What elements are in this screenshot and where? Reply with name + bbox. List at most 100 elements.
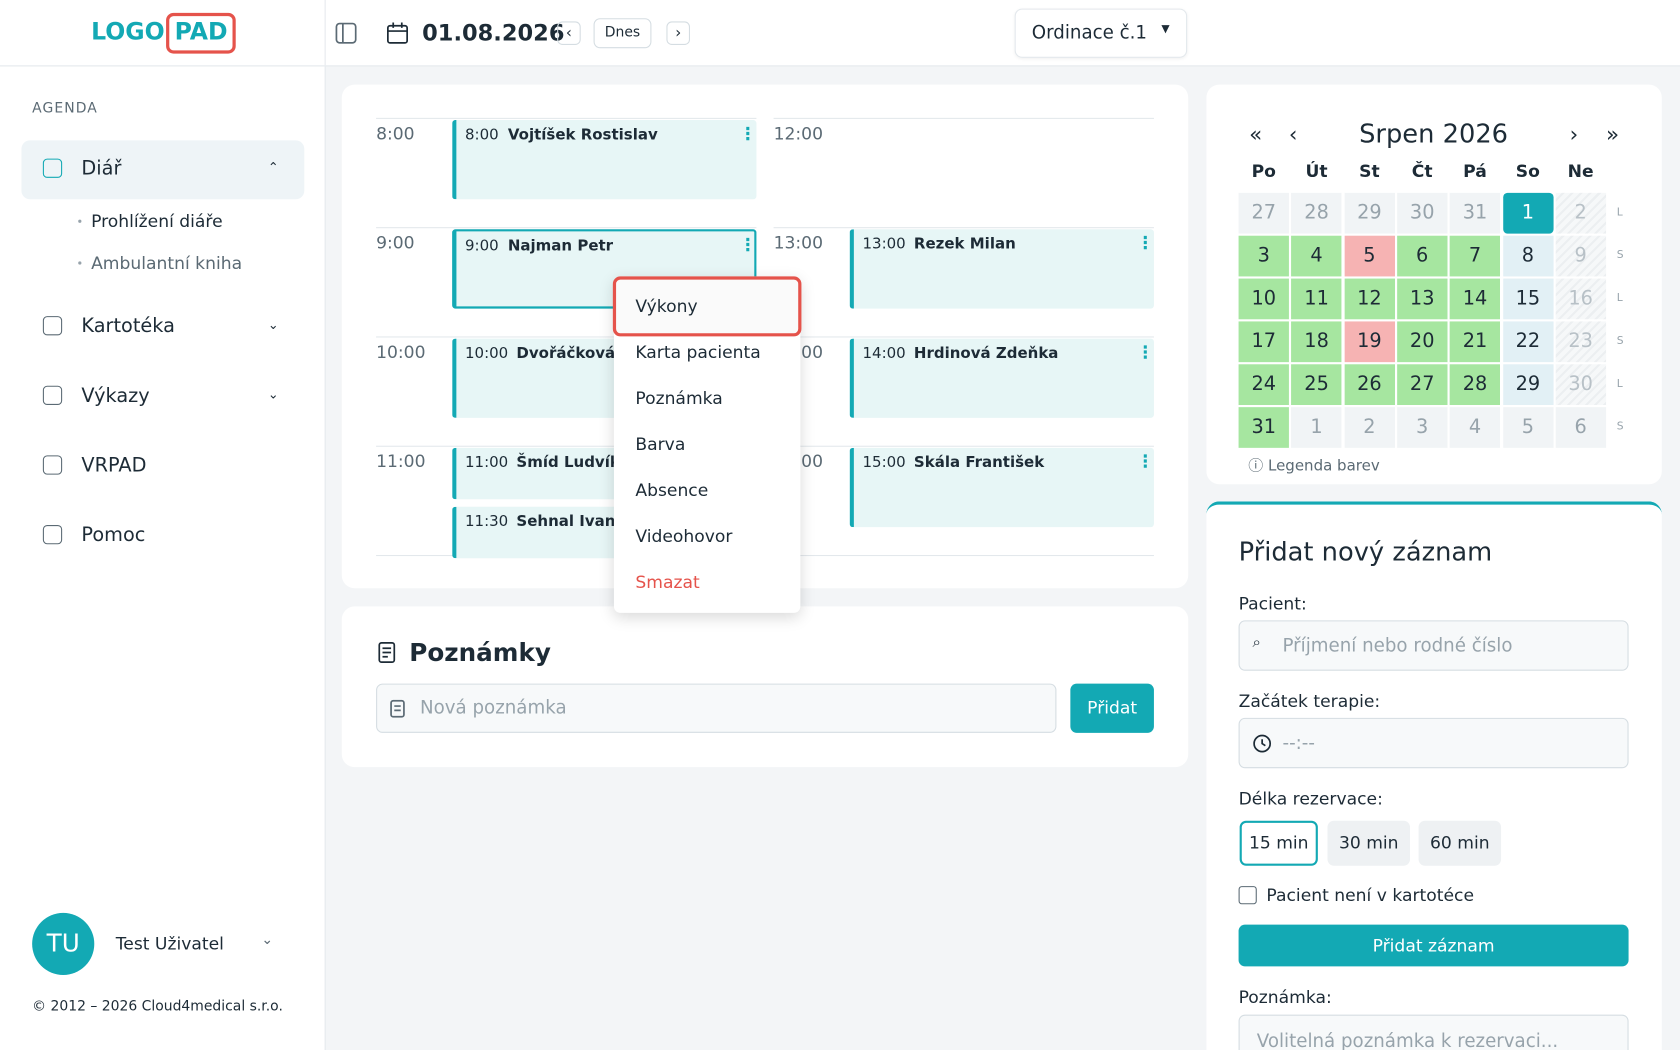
note-input[interactable]: Volitelná poznámka k rezervaci... <box>1238 1014 1629 1050</box>
weekday: Po <box>1251 160 1276 182</box>
menu-icon[interactable] <box>42 525 63 545</box>
notes-input[interactable]: Nová poznámka <box>376 683 1057 733</box>
notes-add[interactable]: Přidat <box>1070 683 1154 733</box>
calendar-day[interactable]: 31 <box>1238 407 1289 448</box>
menu-chevron[interactable]: ⌄ <box>267 386 279 402</box>
calendar-day[interactable]: 26 <box>1344 364 1395 406</box>
calendar-day[interactable]: 28 <box>1449 364 1501 406</box>
calendar-day[interactable]: 15 <box>1502 278 1554 320</box>
calendar-day[interactable]: 3 <box>1397 407 1448 448</box>
appointment-time: 8:00 <box>465 126 499 144</box>
menu-item[interactable]: Kartotéka <box>81 315 175 338</box>
menu-item[interactable]: VRPAD <box>81 454 147 477</box>
submenu-item[interactable]: Prohlížení diáře <box>91 211 223 232</box>
calendar-day[interactable]: 31 <box>1449 192 1501 234</box>
calendar-day[interactable]: 29 <box>1502 364 1554 406</box>
calendar-day[interactable]: 18 <box>1291 321 1342 363</box>
calendar-day[interactable]: 4 <box>1291 235 1342 277</box>
user-name[interactable]: Test Uživatel <box>115 933 224 954</box>
calendar-nav[interactable]: « <box>1249 121 1263 147</box>
appointment-menu[interactable]: ⋮ <box>739 123 757 144</box>
sidebar-toggle-icon[interactable] <box>335 22 357 44</box>
calendar-day[interactable]: 6 <box>1397 235 1448 277</box>
menu-item[interactable]: Pomoc <box>81 523 146 547</box>
menu-option[interactable]: Karta pacienta <box>635 341 761 363</box>
appointment[interactable]: 15:00 Skála František ⋮ <box>849 447 1154 528</box>
submenu-item[interactable]: Ambulantní kniha <box>91 252 243 274</box>
calendar-day[interactable]: 21 <box>1449 321 1501 363</box>
calendar-day[interactable]: 16 <box>1555 278 1606 320</box>
legend[interactable]: ⓘ Legenda barev <box>1248 457 1380 475</box>
menu-icon[interactable] <box>42 385 63 406</box>
duration-option[interactable]: 60 min <box>1418 820 1502 866</box>
office-select[interactable]: Ordinace č.1 ▼ <box>1014 8 1188 58</box>
calendar-day[interactable]: 5 <box>1344 235 1395 277</box>
calendar-day[interactable]: 10 <box>1238 278 1289 320</box>
calendar-nav[interactable]: › <box>1569 121 1579 147</box>
appointment-menu[interactable]: ⋮ <box>1136 341 1154 363</box>
calendar-nav[interactable]: » <box>1605 121 1620 147</box>
appointment-menu[interactable]: ⋮ <box>739 234 757 256</box>
calendar-nav[interactable]: ‹ <box>1288 121 1298 147</box>
calendar-day[interactable]: 6 <box>1555 407 1606 448</box>
checkbox[interactable] <box>1238 886 1257 905</box>
calendar-day[interactable]: 2 <box>1555 192 1606 234</box>
calendar-day[interactable]: 7 <box>1449 235 1501 277</box>
calendar-day[interactable]: 12 <box>1344 278 1395 320</box>
calendar-day[interactable]: 8 <box>1502 235 1554 277</box>
submit[interactable]: Přidat záznam <box>1238 924 1629 967</box>
calendar-day[interactable]: 20 <box>1397 321 1448 363</box>
next-day[interactable]: › <box>666 21 691 46</box>
calendar-day[interactable]: 27 <box>1238 192 1289 234</box>
appointment-menu[interactable]: ⋮ <box>1136 232 1154 253</box>
calendar-day[interactable]: 22 <box>1502 321 1554 363</box>
start-input[interactable]: --:-- <box>1238 717 1629 769</box>
menu-icon[interactable] <box>42 158 63 178</box>
menu-option[interactable]: Výkony <box>635 295 698 317</box>
duration-option[interactable]: 15 min <box>1239 820 1318 866</box>
calendar-day[interactable]: 17 <box>1238 321 1289 363</box>
appointment[interactable]: 13:00 Rezek Milan ⋮ <box>849 229 1154 309</box>
menu-icon[interactable] <box>42 455 63 475</box>
calendar-day[interactable]: 14 <box>1449 278 1501 320</box>
calendar-day[interactable]: 1 <box>1502 192 1554 234</box>
calendar-day[interactable]: 29 <box>1344 192 1395 234</box>
appointment[interactable]: 14:00 Hrdinová Zdeňka ⋮ <box>849 338 1154 418</box>
calendar-day[interactable]: 1 <box>1291 407 1342 448</box>
calendar-day[interactable]: 3 <box>1238 235 1289 277</box>
patient-input[interactable]: ⌕ Příjmení nebo rodné číslo <box>1238 620 1629 671</box>
calendar-day[interactable]: 30 <box>1555 364 1606 406</box>
menu-option[interactable]: Poznámka <box>635 387 723 409</box>
calendar-day[interactable]: 5 <box>1502 407 1554 448</box>
menu-option[interactable]: Videohovor <box>635 526 733 547</box>
duration-option[interactable]: 30 min <box>1327 820 1411 866</box>
appointment-menu[interactable]: ⋮ <box>1136 451 1154 472</box>
menu-chevron[interactable]: ⌃ <box>267 159 279 175</box>
menu-icon[interactable] <box>42 316 63 336</box>
menu-option[interactable]: Barva <box>635 433 686 455</box>
menu-chevron[interactable]: ⌄ <box>267 317 279 333</box>
menu-option[interactable]: Smazat <box>635 572 700 593</box>
calendar-day[interactable]: 27 <box>1397 364 1448 406</box>
calendar-day[interactable]: 13 <box>1397 278 1448 320</box>
appointment[interactable]: 8:00 Vojtíšek Rostislav ⋮ <box>452 120 757 200</box>
calendar-day[interactable]: 4 <box>1449 407 1501 448</box>
checkbox-label[interactable]: Pacient není v kartotéce <box>1266 885 1474 906</box>
calendar-day[interactable]: 11 <box>1291 278 1342 320</box>
hour-line <box>376 117 757 119</box>
calendar-day[interactable]: 24 <box>1238 364 1289 406</box>
calendar-day[interactable]: 23 <box>1555 321 1606 363</box>
menu-option[interactable]: Absence <box>635 480 709 501</box>
today-button[interactable]: Dnes <box>593 18 652 49</box>
menu-item[interactable]: Diář <box>81 157 122 181</box>
calendar-day[interactable]: 9 <box>1555 235 1606 277</box>
calendar-day[interactable]: 2 <box>1344 407 1395 448</box>
user-avatar[interactable]: TU <box>32 912 95 976</box>
calendar-day[interactable]: 28 <box>1291 192 1342 234</box>
menu-item[interactable]: Výkazy <box>81 384 150 408</box>
calendar-day[interactable]: 19 <box>1344 321 1395 363</box>
calendar-day[interactable]: 25 <box>1291 364 1342 406</box>
prev-day[interactable]: ‹ <box>557 21 581 46</box>
calendar-day[interactable]: 30 <box>1397 192 1448 234</box>
user-chevron[interactable]: ⌄ <box>261 932 274 949</box>
